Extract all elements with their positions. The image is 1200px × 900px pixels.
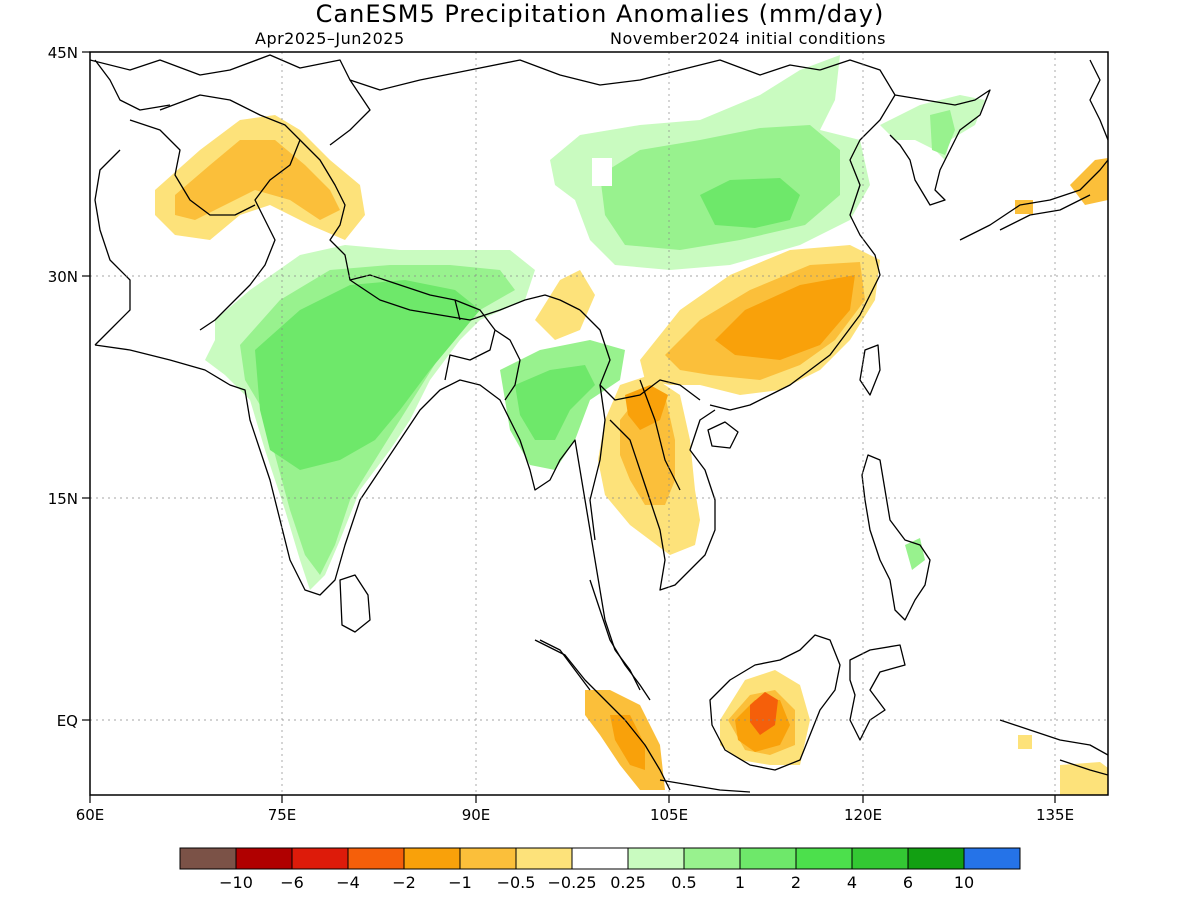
colorbar-swatch — [571, 847, 629, 870]
colorbar-swatch — [907, 847, 965, 870]
lon-tick-label: 105E — [650, 806, 688, 824]
lat-axis-labels: 45N 30N 15N EQ — [48, 44, 78, 730]
dry-region-south-china-core — [715, 275, 855, 360]
dry-region-yunnan — [535, 270, 595, 340]
initial-conditions: November2024 initial conditions — [610, 29, 886, 48]
colorbar-swatch — [235, 847, 293, 870]
colorbar-swatch — [683, 847, 741, 870]
wet-region-myanmar-core — [515, 365, 595, 440]
dry-region-indochina-core — [620, 395, 675, 505]
dry-region-borneo-peak — [750, 692, 778, 735]
wet-region-north-china-core — [700, 178, 800, 228]
colorbar-swatch — [403, 847, 461, 870]
coastlines — [90, 54, 1108, 793]
colorbar-label: −0.25 — [547, 873, 596, 892]
axis-ticks — [82, 51, 1056, 803]
colorbar-swatch — [627, 847, 685, 870]
colorbar-swatch — [459, 847, 517, 870]
colorbar-swatch — [795, 847, 853, 870]
lat-tick-label: EQ — [57, 712, 78, 730]
colorbar-swatch — [291, 847, 349, 870]
colorbar-label: 1 — [735, 873, 745, 892]
colorbar-label: −0.5 — [497, 873, 536, 892]
colorbar-swatch — [179, 847, 237, 870]
colorbar-label: 2 — [791, 873, 801, 892]
colorbar-swatch — [739, 847, 797, 870]
anomaly-field — [90, 52, 1108, 795]
wet-region-india-core — [255, 280, 480, 470]
forecast-period: Apr2025–Jun2025 — [255, 29, 405, 48]
colorbar-label: 6 — [903, 873, 913, 892]
colorbar-label: −10 — [219, 873, 253, 892]
colorbar-label: 0.5 — [671, 873, 696, 892]
colorbar-label: 0.25 — [610, 873, 646, 892]
dry-region-sumatra-core — [610, 715, 645, 770]
dry-cell-moluccas — [1018, 735, 1032, 749]
colorbar-swatch — [963, 847, 1021, 870]
colorbar-labels: −10 −6 −4 −2 −1 −0.5 −0.25 0.25 0.5 1 2 4 6 10 — [219, 873, 974, 892]
lon-tick-label: 90E — [462, 806, 491, 824]
lon-tick-label: 135E — [1036, 806, 1074, 824]
lon-tick-label: 120E — [844, 806, 882, 824]
colorbar-label: −4 — [336, 873, 360, 892]
colorbar-label: 10 — [954, 873, 974, 892]
dry-region-pakistan-core — [175, 140, 340, 220]
dry-region-new-guinea — [1060, 762, 1108, 795]
lon-axis-labels: 60E 75E 90E 105E 120E 135E — [76, 806, 1074, 824]
colorbar-label: −6 — [280, 873, 304, 892]
colorbar-swatch — [515, 847, 573, 870]
lat-tick-label: 15N — [48, 490, 78, 508]
wet-region-korea-core — [930, 110, 955, 155]
colorbar-swatch — [851, 847, 909, 870]
colorbar — [179, 847, 1021, 870]
lat-tick-label: 30N — [48, 268, 78, 286]
colorbar-swatch — [347, 847, 405, 870]
lon-tick-label: 75E — [268, 806, 297, 824]
colorbar-label: −2 — [392, 873, 416, 892]
blank-cell — [592, 158, 612, 186]
colorbar-label: −1 — [448, 873, 472, 892]
lat-tick-label: 45N — [48, 44, 78, 62]
map-frame — [89, 51, 1109, 796]
map-gridlines — [90, 52, 1108, 795]
lon-tick-label: 60E — [76, 806, 105, 824]
map-title: CanESM5 Precipitation Anomalies (mm/day) — [315, 0, 885, 28]
colorbar-label: 4 — [847, 873, 857, 892]
